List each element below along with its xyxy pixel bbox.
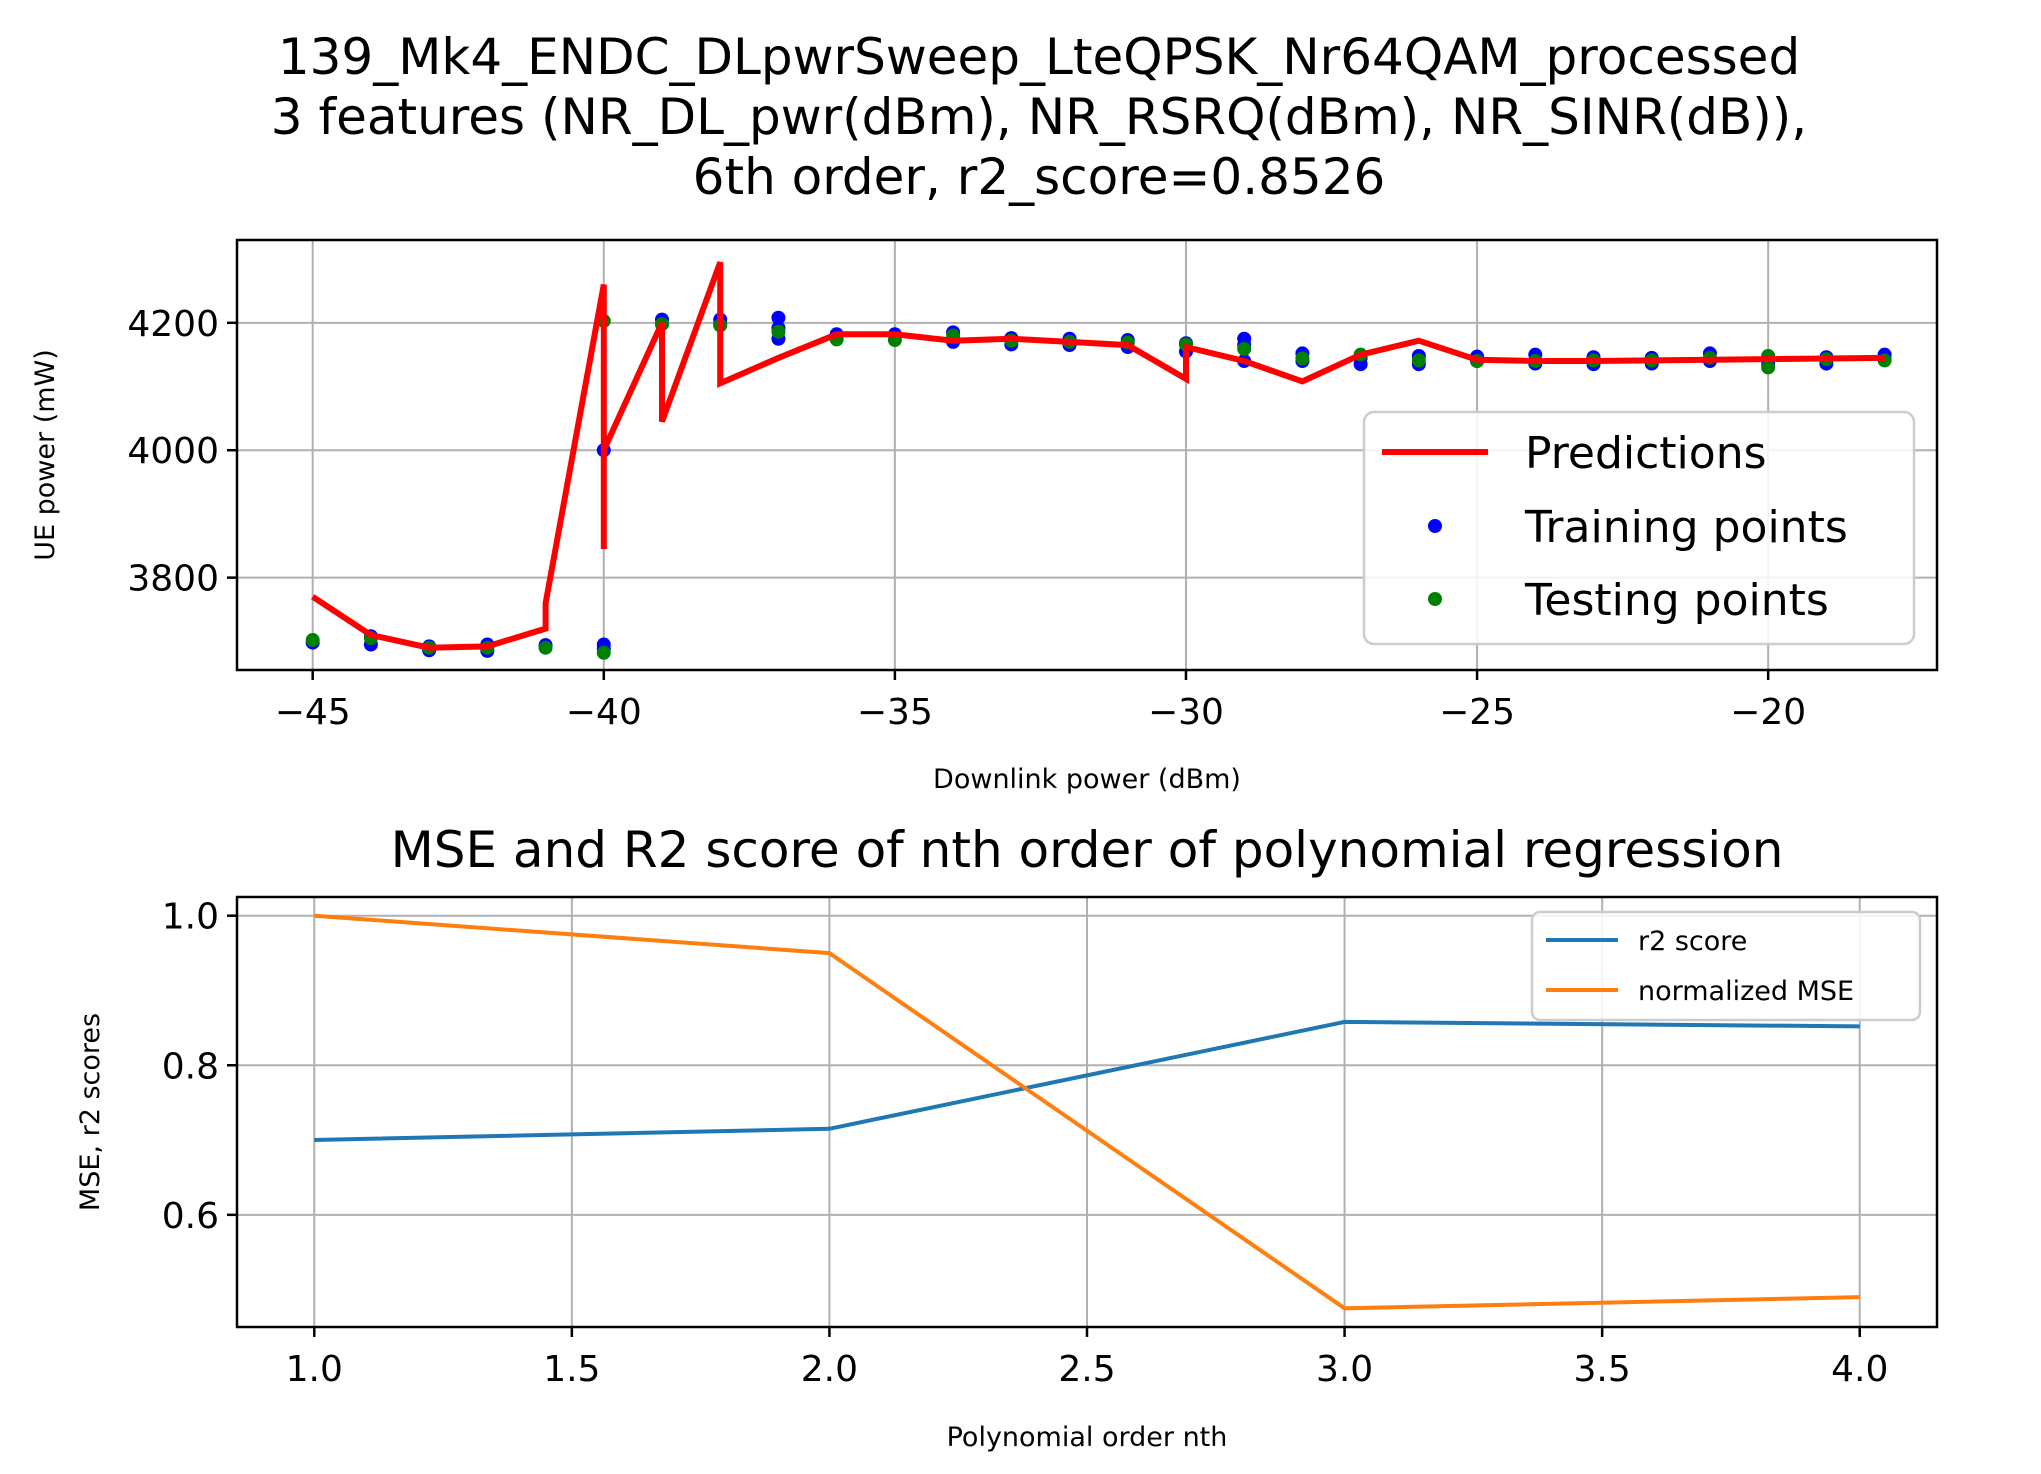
chart-top-x-tick-label: −20 — [1730, 692, 1806, 733]
series-r2-score-line — [314, 1019, 1860, 1142]
chart-top-y-tick-label: 4200 — [127, 304, 219, 345]
chart-top-legend-box — [1362, 410, 1916, 646]
chart-bottom: MSE and R2 score of nth order of polynom… — [75, 821, 1939, 1453]
testing-points-point — [1237, 341, 1252, 356]
testing-points-point — [538, 640, 553, 655]
chart-top-x-tick-label: −40 — [566, 692, 642, 733]
chart-top-x-tick-label: −30 — [1148, 692, 1224, 733]
chart-top-x-tick-label: −45 — [275, 692, 351, 733]
testing-points-point — [1761, 360, 1776, 375]
chart-bottom-legend-box — [1530, 910, 1922, 1022]
chart-top: 139_Mk4_ENDC_DLpwrSweep_LteQPSK_Nr64QAM_… — [30, 28, 1939, 795]
chart-top-legend: Predictions Training points Testing poin… — [1362, 410, 1916, 646]
chart-bottom-x-tick-label: 2.5 — [1058, 1349, 1115, 1390]
chart-bottom-ticks: 1.0 1.5 2.0 2.5 3.0 3.5 4.0 0.6 0.8 1.0 — [162, 897, 1889, 1390]
chart-top-plot-area — [305, 261, 1892, 660]
chart-bottom-legend: r2 score normalized MSE — [1530, 910, 1922, 1022]
chart-bottom-x-tick-label: 2.0 — [801, 1349, 858, 1390]
legend-label-testing-points: Testing points — [1524, 575, 1829, 626]
testing-points-point — [596, 645, 611, 660]
chart-top-title-line-2: 3 features (NR_DL_pwr(dBm), NR_RSRQ(dBm)… — [271, 88, 1807, 146]
chart-top-y-tick-label: 3800 — [127, 559, 219, 600]
legend-swatch-training-points — [1428, 519, 1442, 533]
chart-bottom-y-axis-label: MSE, r2 scores — [75, 1013, 106, 1211]
testing-points-point — [305, 633, 320, 648]
testing-points-point — [1295, 351, 1310, 366]
chart-top-ticks: −45 −40 −35 −30 −25 −20 3800 4000 4200 — [127, 304, 1806, 733]
chart-bottom-x-tick-label: 4.0 — [1831, 1349, 1888, 1390]
chart-bottom-y-tick-label: 1.0 — [162, 897, 219, 938]
legend-label-normalized-mse: normalized MSE — [1638, 976, 1854, 1007]
legend-label-predictions: Predictions — [1525, 428, 1767, 479]
chart-bottom-title: MSE and R2 score of nth order of polynom… — [391, 821, 1784, 879]
testing-points-point — [1411, 353, 1426, 368]
chart-bottom-x-tick-label: 3.0 — [1316, 1349, 1373, 1390]
chart-bottom-x-tick-label: 1.5 — [543, 1349, 600, 1390]
legend-label-training-points: Training points — [1524, 502, 1848, 553]
testing-points-point — [771, 324, 786, 339]
chart-bottom-plot-area — [314, 913, 1860, 1311]
chart-top-x-axis-label: Downlink power (dBm) — [933, 764, 1241, 795]
chart-bottom-y-tick-label: 0.8 — [162, 1046, 219, 1087]
legend-label-r2-score: r2 score — [1638, 926, 1747, 957]
series-predictions-line — [311, 261, 1885, 651]
chart-top-x-tick-label: −35 — [857, 692, 933, 733]
chart-top-y-tick-label: 4000 — [127, 431, 219, 472]
chart-bottom-x-tick-label: 3.5 — [1574, 1349, 1631, 1390]
series-normalized-mse-line — [314, 913, 1860, 1311]
chart-top-title-line-3: 6th order, r2_score=0.8526 — [693, 148, 1386, 206]
chart-top-y-axis-label: UE power (mW) — [30, 349, 61, 561]
chart-top-title-line-1: 139_Mk4_ENDC_DLpwrSweep_LteQPSK_Nr64QAM_… — [278, 28, 1800, 86]
chart-top-frame — [235, 238, 1939, 672]
chart-bottom-x-tick-label: 1.0 — [286, 1349, 343, 1390]
chart-bottom-y-tick-label: 0.6 — [162, 1196, 219, 1237]
chart-bottom-x-axis-label: Polynomial order nth — [947, 1422, 1228, 1453]
chart-top-x-tick-label: −25 — [1439, 692, 1515, 733]
training-points-point — [771, 310, 786, 325]
legend-swatch-testing-points — [1428, 592, 1442, 606]
